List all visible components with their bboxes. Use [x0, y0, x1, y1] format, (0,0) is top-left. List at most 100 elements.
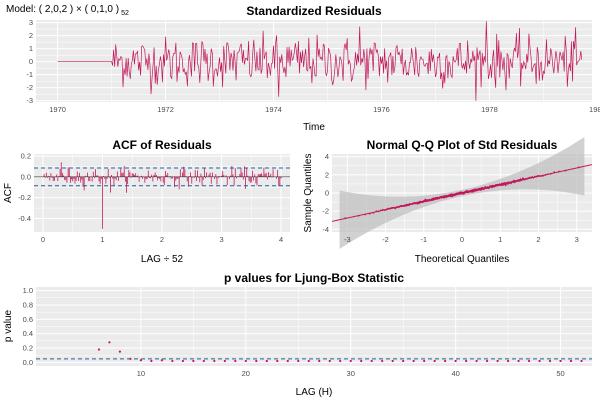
ljung-box-x-ticks: 10 20 30 40 50 [137, 369, 565, 378]
ljung-box-point [265, 359, 268, 363]
acf-title: ACF of Residuals [112, 138, 212, 152]
ljung-box-grid [36, 287, 592, 366]
ljung-box-point [286, 359, 289, 363]
y-tick-label: 0.2 [23, 344, 33, 353]
ljung-box-point [538, 359, 541, 363]
ljung-box-point [496, 359, 499, 363]
residuals-series [57, 21, 583, 101]
ljung-box-point [559, 359, 562, 363]
ljung-box-point [244, 359, 247, 363]
qq-point [385, 208, 388, 211]
qq-title: Normal Q-Q Plot of Std Residuals [367, 138, 558, 152]
acf-bars [34, 162, 290, 229]
residuals-panel: 1970 1972 1974 1976 1978 1980 -3 -2 -1 0 1 2 3 Stan… [26, 4, 600, 133]
ljung-box-points [36, 341, 592, 363]
ljung-box-xlabel: LAG (H) [296, 387, 333, 398]
ljung-box-point [433, 359, 436, 363]
y-tick-label: -2 [26, 83, 33, 92]
residuals-xlabel: Time [303, 122, 325, 133]
ljung-box-point [97, 348, 101, 351]
ljung-box-point [108, 341, 111, 344]
x-tick-label: 3 [219, 235, 223, 244]
ljung-box-point [318, 359, 321, 363]
y-tick-label: 4 [325, 152, 329, 161]
ljung-box-point [276, 359, 279, 363]
ljung-box-point [328, 359, 331, 363]
ljung-box-point [465, 359, 468, 363]
y-tick-label: 1 [29, 44, 33, 53]
qq-point [538, 175, 541, 177]
residuals-y-ticks: -3 -2 -1 0 1 2 3 [26, 18, 33, 105]
qq-point [383, 209, 386, 212]
ljung-box-point [160, 359, 163, 362]
ljung-box-point [580, 359, 583, 363]
ljung-box-point [202, 359, 205, 363]
qq-point [386, 207, 389, 210]
qq-point [375, 210, 378, 213]
qq-point [549, 172, 552, 175]
ljung-box-ylabel: p value [3, 309, 14, 342]
ljung-box-point [412, 359, 415, 363]
ljung-box-point [118, 350, 122, 353]
x-tick-label: 10 [137, 369, 145, 378]
ljung-box-point [444, 359, 447, 363]
x-tick-label: 20 [242, 369, 250, 378]
y-tick-label: 3 [29, 18, 33, 27]
x-tick-label: 1 [498, 235, 502, 244]
acf-xlabel: LAG ÷ 52 [141, 254, 184, 265]
y-tick-label: -2 [322, 207, 329, 216]
qq-point [546, 173, 549, 176]
y-tick-label: 0.8 [23, 300, 33, 309]
qq-point [372, 211, 375, 214]
qq-points [331, 137, 593, 249]
ljung-box-point [506, 359, 510, 363]
x-tick-label: 1972 [157, 105, 174, 114]
x-tick-label: 0 [41, 235, 45, 244]
ljung-box-point [485, 359, 489, 363]
model-label: Model: ( 2,0,2 ) × ( 0,1,0 ) [6, 4, 119, 15]
qq-point [388, 207, 391, 210]
y-tick-label: 2 [29, 31, 33, 40]
ljung-box-title: p values for Ljung-Box Statistic [224, 271, 404, 285]
ljung-box-point [475, 359, 478, 363]
y-tick-label: 0 [325, 189, 329, 198]
qq-point [377, 210, 380, 213]
x-tick-label: -3 [344, 235, 351, 244]
qq-y-ticks: -4 -2 0 2 4 [322, 152, 329, 234]
qq-point [521, 178, 524, 181]
y-tick-label: 0.4 [23, 329, 33, 338]
qq-point [536, 175, 539, 177]
ljung-box-point [517, 359, 520, 363]
y-tick-label: 0.0 [21, 172, 31, 181]
y-tick-label: 2 [325, 170, 329, 179]
y-tick-label: -3 [26, 96, 33, 105]
ljung-box-point [139, 359, 143, 362]
ljung-box-point [454, 359, 457, 363]
ljung-box-point [171, 359, 174, 363]
ljung-box-point [402, 359, 405, 363]
ljung-box-point [255, 359, 258, 363]
x-tick-label: 1974 [265, 105, 282, 114]
qq-point [519, 179, 521, 182]
ljung-box-point [548, 359, 552, 363]
y-tick-label: -1 [26, 70, 33, 79]
residuals-x-ticks: 1970 1972 1974 1976 1978 1980 [49, 105, 600, 114]
x-tick-label: 1 [100, 235, 104, 244]
x-tick-label: 40 [451, 369, 459, 378]
qq-point [344, 217, 347, 220]
ljung-box-point [423, 359, 426, 363]
x-tick-label: 0 [460, 235, 464, 244]
ljung-box-point [339, 359, 342, 363]
y-tick-label: -0.2 [18, 193, 31, 202]
y-tick-label: -0.4 [18, 214, 31, 223]
qq-point [368, 212, 371, 215]
y-tick-label: 0.2 [21, 152, 31, 161]
qq-ylabel: Sample Quantiles [303, 154, 314, 233]
x-tick-label: 4 [279, 235, 283, 244]
x-tick-label: 1976 [373, 105, 390, 114]
x-tick-label: 1978 [481, 105, 498, 114]
qq-point [557, 170, 560, 173]
x-tick-label: 2 [536, 235, 540, 244]
ljung-box-panel: 10 20 30 40 50 0.0 0.2 0.4 0.6 0.8 1.0 p values f… [3, 271, 592, 398]
